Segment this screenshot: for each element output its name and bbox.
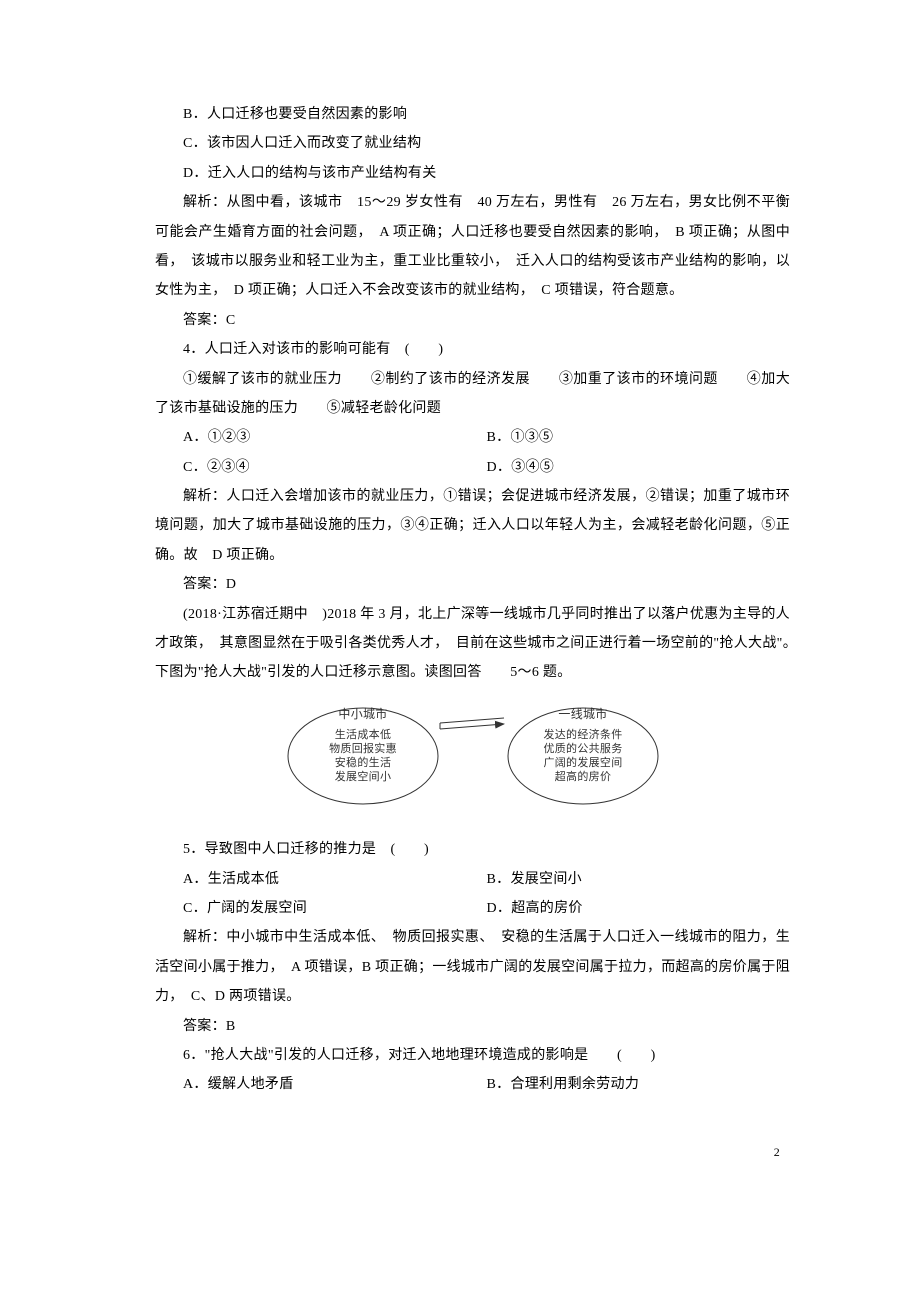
svg-text:发展空间小: 发展空间小 — [334, 769, 391, 783]
q5-analysis: 解析：中小城市中生活成本低、 物质回报实惠、 安稳的生活属于人口迁入一线城市的阻… — [155, 923, 790, 1011]
q5-answer: 答案：B — [155, 1012, 790, 1041]
q6-option-b: B．合理利用剩余劳动力 — [487, 1070, 791, 1099]
svg-text:物质回报实惠: 物质回报实惠 — [329, 741, 397, 755]
svg-text:优质的公共服务: 优质的公共服务 — [543, 741, 622, 755]
svg-text:广阔的发展空间: 广阔的发展空间 — [543, 755, 622, 769]
page-number: 2 — [155, 1140, 790, 1165]
svg-text:一线城市: 一线城市 — [558, 706, 607, 721]
q3-option-c: C．该市因人口迁入而改变了就业结构 — [155, 129, 790, 158]
svg-text:超高的房价: 超高的房价 — [554, 769, 611, 783]
q5-stem: 5．导致图中人口迁移的推力是 ( ) — [155, 835, 790, 864]
q5-option-a: A．生活成本低 — [183, 865, 487, 894]
q3-option-d: D．迁入人口的结构与该市产业结构有关 — [155, 159, 790, 188]
q6-stem: 6．"抢人大战"引发的人口迁移，对迁入地地理环境造成的影响是 ( ) — [155, 1041, 790, 1070]
q6-option-a: A．缓解人地矛盾 — [183, 1070, 487, 1099]
q5-options-row1: A．生活成本低 B．发展空间小 — [155, 865, 790, 894]
q4-options-row1: A．①②③ B．①③⑤ — [155, 423, 790, 452]
svg-text:中小城市: 中小城市 — [338, 706, 387, 721]
svg-text:安稳的生活: 安稳的生活 — [334, 755, 391, 769]
q5-options-row2: C．广阔的发展空间 D．超高的房价 — [155, 894, 790, 923]
q3-analysis: 解析：从图中看，该城市 15～29 岁女性有 40 万左右，男性有 26 万左右… — [155, 188, 790, 306]
q5-option-d: D．超高的房价 — [487, 894, 791, 923]
q4-option-b: B．①③⑤ — [487, 423, 791, 452]
q5-context: (2018·江苏宿迁期中 )2018 年 3 月，北上广深等一线城市几乎同时推出… — [155, 600, 790, 688]
svg-text:发达的经济条件: 发达的经济条件 — [543, 727, 622, 741]
q4-stem: 4．人口迁入对该市的影响可能有 ( ) — [155, 335, 790, 364]
migration-diagram: 中小城市 一线城市生活成本低物质回报实惠安稳的生活发展空间小 发达的经济条件优质的公… — [155, 696, 790, 827]
q4-options-row2: C．②③④ D．③④⑤ — [155, 453, 790, 482]
q4-option-d: D．③④⑤ — [487, 453, 791, 482]
q5-option-c: C．广阔的发展空间 — [183, 894, 487, 923]
q6-options-row1: A．缓解人地矛盾 B．合理利用剩余劳动力 — [155, 1070, 790, 1099]
q4-analysis: 解析：人口迁入会增加该市的就业压力，①错误；会促进城市经济发展，②错误；加重了城… — [155, 482, 790, 570]
q4-option-a: A．①②③ — [183, 423, 487, 452]
q4-option-c: C．②③④ — [183, 453, 487, 482]
q4-answer: 答案：D — [155, 570, 790, 599]
svg-text:生活成本低: 生活成本低 — [334, 727, 391, 741]
q4-statements: ①缓解了该市的就业压力 ②制约了该市的经济发展 ③加重了该市的环境问题 ④加大了… — [155, 365, 790, 424]
q5-option-b: B．发展空间小 — [487, 865, 791, 894]
q3-option-b: B．人口迁移也要受自然因素的影响 — [155, 100, 790, 129]
q3-answer: 答案：C — [155, 306, 790, 335]
